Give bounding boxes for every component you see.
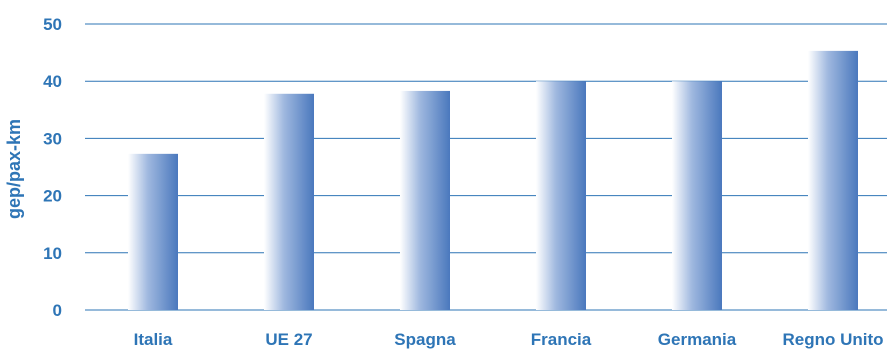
x-category-label: UE 27 — [265, 330, 312, 349]
y-tick-label: 30 — [43, 129, 62, 148]
bar-regno-unito — [808, 50, 858, 310]
bar-spagna — [400, 90, 450, 310]
y-tick-labels: 0 10 20 30 40 50 — [43, 15, 62, 320]
bar-germania — [672, 81, 722, 310]
x-category-label: Regno Unito — [782, 330, 883, 349]
bar-francia — [536, 81, 586, 310]
y-tick-label: 0 — [53, 301, 62, 320]
y-axis-title: gep/pax-km — [4, 119, 24, 219]
bar-ue-27 — [264, 93, 314, 310]
y-tick-label: 10 — [43, 244, 62, 263]
x-category-label: Francia — [531, 330, 592, 349]
y-tick-label: 40 — [43, 72, 62, 91]
x-category-label: Germania — [658, 330, 737, 349]
x-category-labels: Italia UE 27 Spagna Francia Germania Regno Un… — [134, 330, 884, 349]
x-category-label: Italia — [134, 330, 173, 349]
x-category-label: Spagna — [394, 330, 456, 349]
bar-italia — [128, 153, 178, 310]
bars — [128, 50, 858, 310]
y-tick-label: 20 — [43, 187, 62, 206]
gridlines — [85, 23, 887, 311]
y-tick-label: 50 — [43, 15, 62, 34]
